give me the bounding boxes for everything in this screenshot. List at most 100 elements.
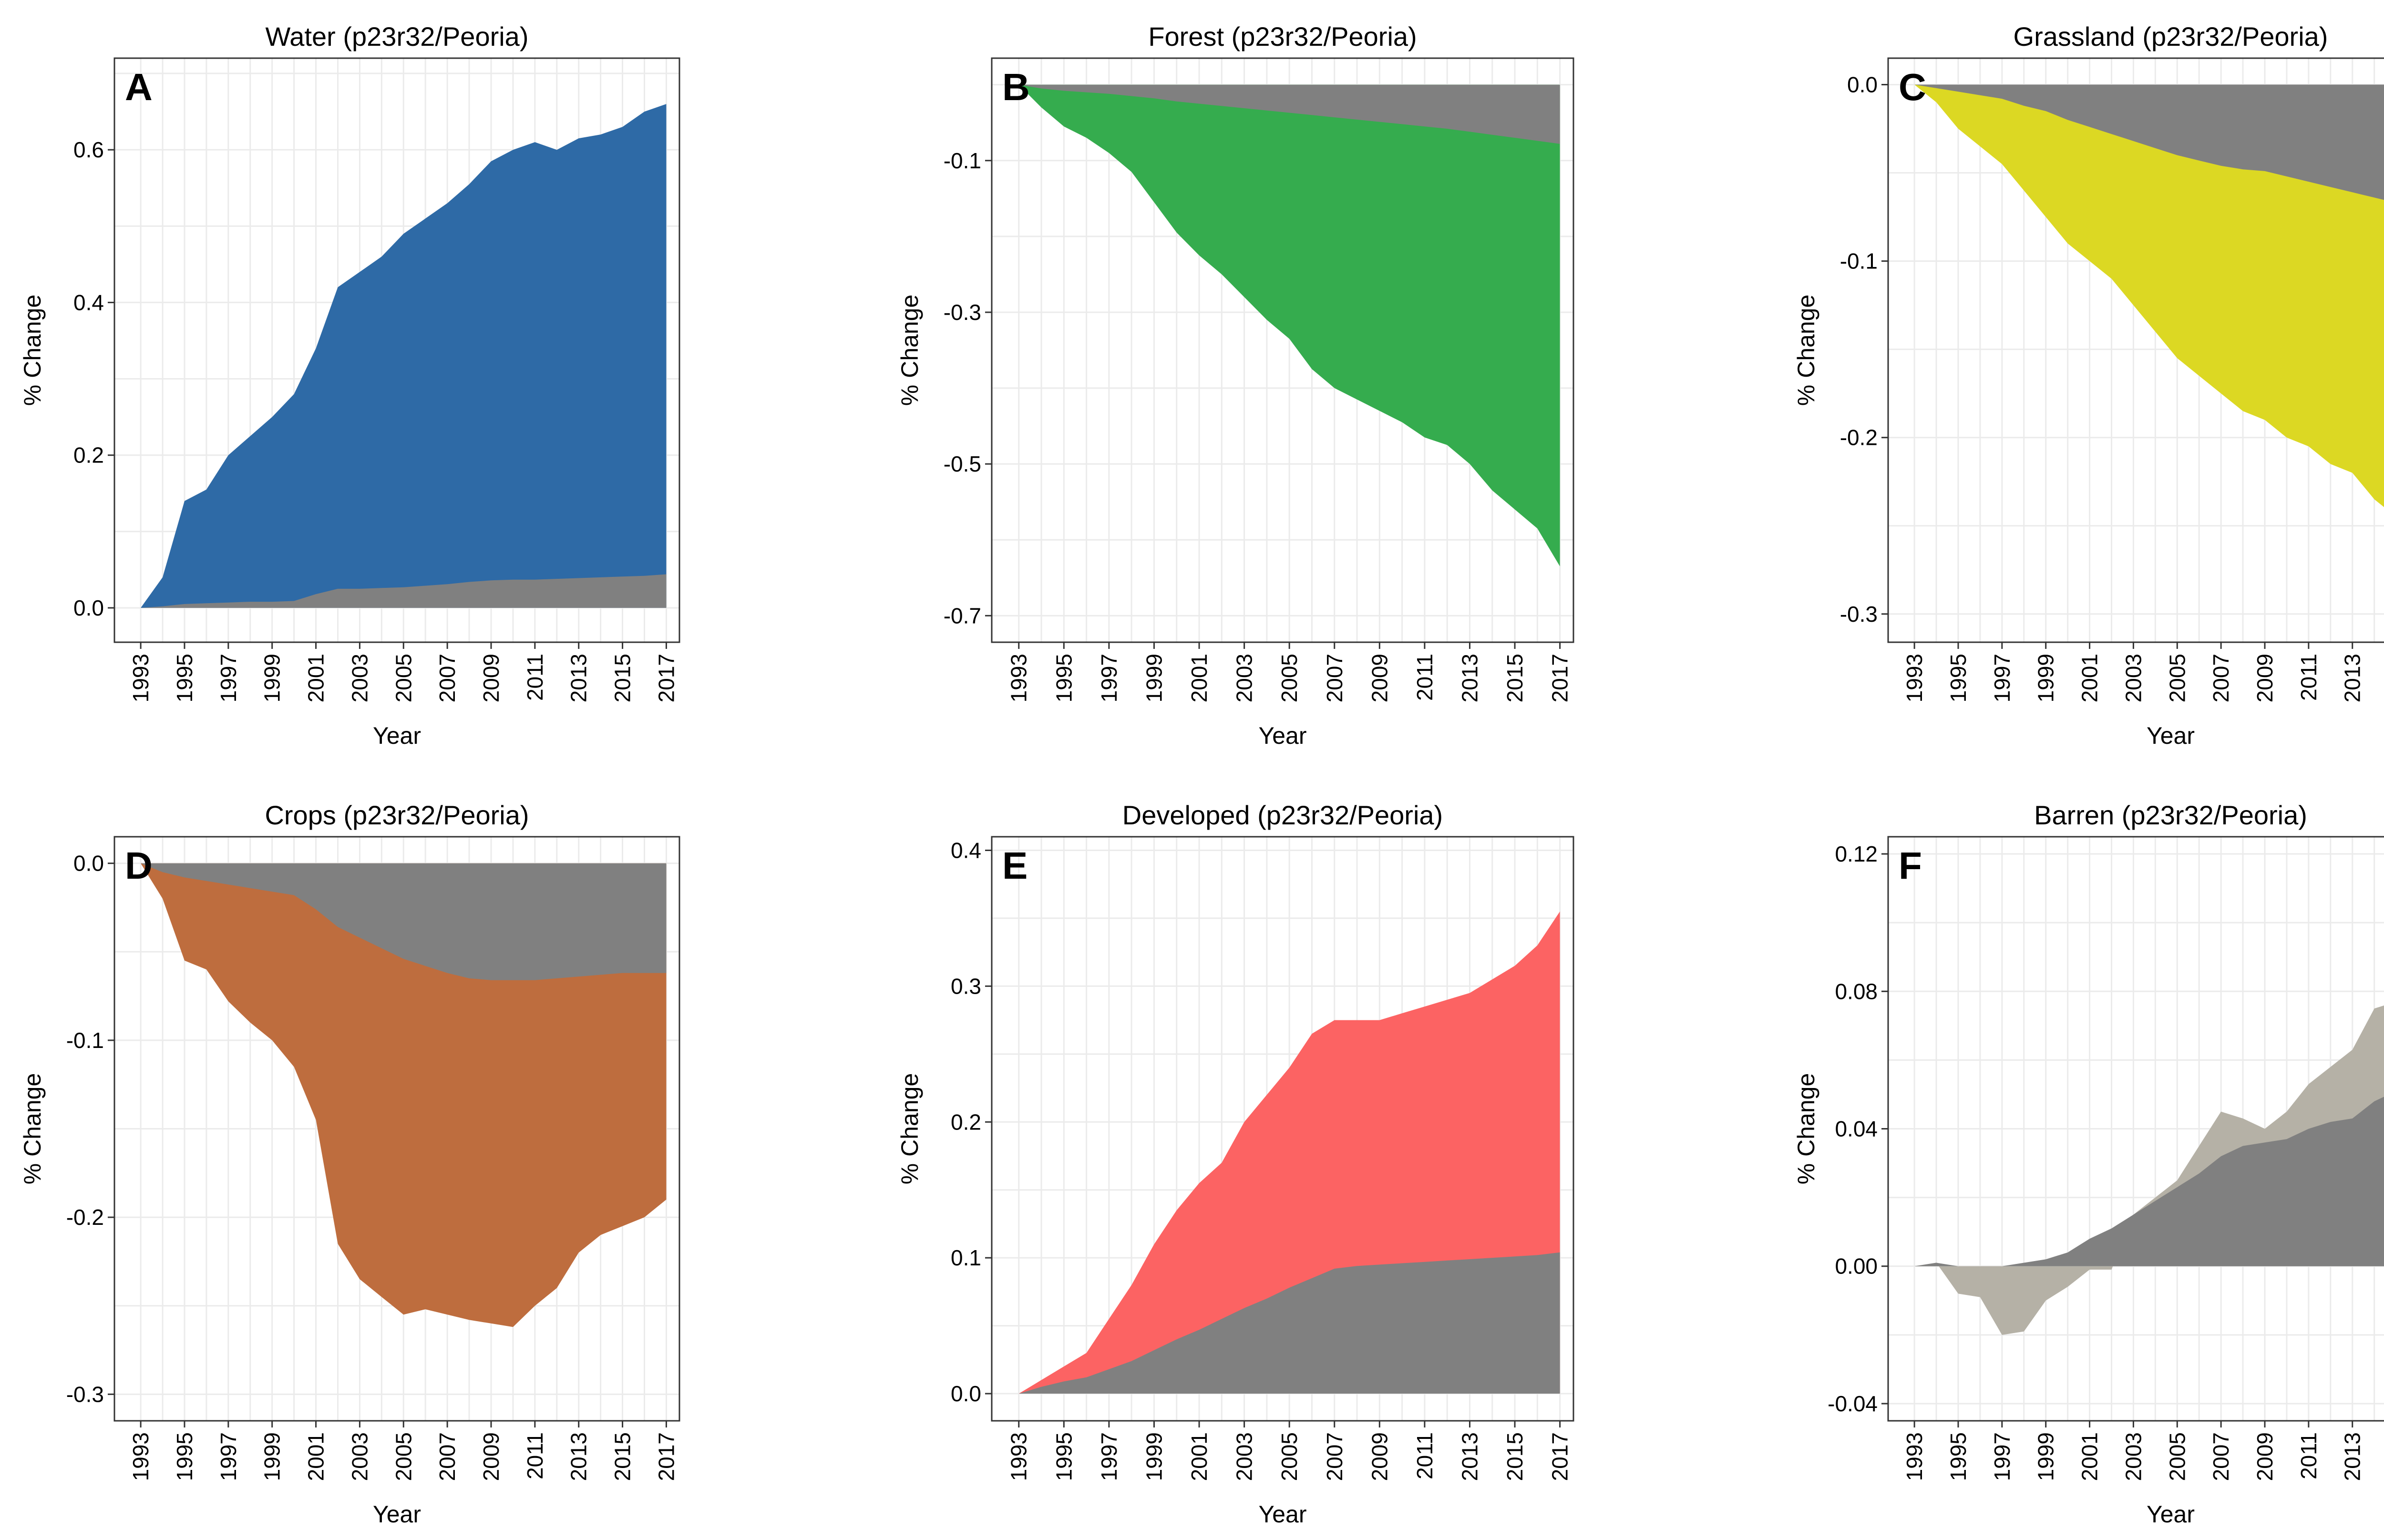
panel-e: 0.0 0.1 0.2 0.3 0.4 1993 1995 1997 1999 2001 2003 2… [896, 800, 1574, 1528]
panel-c-x-tick-label: 2009 [2252, 654, 2277, 702]
panel-a-y-tick-label: 0.2 [73, 443, 104, 468]
panel-d-x-tick-label: 2003 [347, 1432, 372, 1481]
panel-b-x-tick-label: 1999 [1142, 654, 1167, 702]
panel-e-y-axis-label: % Change [896, 1073, 923, 1185]
panel-c-area-total [1914, 84, 2384, 507]
panel-e-y-tick-label: 0.3 [951, 974, 981, 998]
panel-c-x-tick-label: 1995 [1946, 654, 1971, 702]
panel-d-title: Crops (p23r32/Peoria) [265, 800, 529, 830]
panel-d-y-tick-label: -0.3 [66, 1382, 104, 1407]
panel-f-y-tick-label: 0.00 [1835, 1254, 1878, 1279]
panel-c-x-axis-label: Year [2147, 722, 2195, 749]
panel-f-x-tick-label: 1999 [2034, 1432, 2058, 1481]
panel-e-frame [991, 836, 1574, 1422]
panel-e-x-tick-label: 1999 [1142, 1432, 1167, 1481]
panel-a-x-tick-label: 2005 [391, 654, 416, 702]
panel-a-y-tick-label: 0.4 [73, 290, 104, 315]
panel-f-x-tick-label: 2011 [2296, 1432, 2321, 1479]
panel-c-y-tick-label: -0.3 [1840, 602, 1878, 626]
panel-a-x-tick-label: 1997 [216, 654, 241, 702]
panel-c-y-tick-label: -0.2 [1840, 425, 1878, 450]
panel-b-area-baseline [1018, 84, 1560, 144]
panel-b-letter: B [1002, 66, 1030, 108]
panel-f-y-tick-label: 0.12 [1835, 842, 1878, 866]
panel-b-y-tick-label: -0.1 [944, 148, 981, 173]
panel-e-x-tick-label: 2015 [1502, 1432, 1527, 1481]
panel-d-x-tick-label: 2005 [391, 1432, 416, 1481]
panel-a-x-tick-label: 2015 [610, 654, 635, 702]
panel-f-x-tick-label: 2007 [2209, 1432, 2233, 1481]
panel-e-title: Developed (p23r32/Peoria) [1122, 800, 1443, 830]
panel-c-letter: C [1899, 66, 1926, 108]
panel-a-x-axis-label: Year [373, 722, 421, 749]
panel-a-x-tick-label: 2011 [523, 654, 547, 701]
panel-b-x-axis-label: Year [1258, 722, 1306, 749]
panel-c-x-tick-label: 2013 [2340, 654, 2365, 702]
panel-e-x-tick-label: 1997 [1097, 1432, 1121, 1481]
panel-f-x-tick-label: 2001 [2077, 1432, 2102, 1481]
panel-b-x-tick-label: 1993 [1007, 654, 1031, 702]
panel-a-x-tick-label: 2009 [479, 654, 504, 702]
panel-c-frame [1887, 57, 2384, 643]
panel-b-x-tick-label: 2011 [1412, 654, 1437, 701]
panel-b-x-tick-label: 1997 [1097, 654, 1121, 702]
panel-e-x-tick-label: 2003 [1232, 1432, 1257, 1481]
panel-a-frame [113, 57, 680, 643]
panel-c-y-tick-label: 0.0 [1847, 72, 1878, 97]
panel-b-x-tick-label: 1995 [1051, 654, 1076, 702]
panel-d-letter: D [125, 844, 153, 887]
panel-b-x-tick-label: 2009 [1367, 654, 1392, 702]
panel-e-x-tick-label: 2005 [1277, 1432, 1302, 1481]
panel-c-x-tick-label: 1999 [2034, 654, 2058, 702]
panel-c: 0.0 -0.1 -0.2 -0.3 1993 1995 1997 1999 2001 2003 2… [1793, 21, 2384, 749]
panel-b-area-total [1018, 84, 1560, 566]
panel-e-x-tick-label: 2007 [1322, 1432, 1347, 1481]
panel-d-x-tick-label: 2011 [523, 1432, 547, 1479]
panel-e-y-tick-label: 0.2 [951, 1109, 981, 1134]
panel-b-x-tick-label: 2003 [1232, 654, 1257, 702]
panel-e-letter: E [1002, 844, 1028, 887]
panel-b-x-tick-label: 2007 [1322, 654, 1347, 702]
panel-c-x-tick-label: 2011 [2296, 654, 2321, 701]
panel-a-x-tick-label: 2017 [654, 654, 678, 702]
panel-a-y-tick-label: 0.0 [73, 595, 104, 620]
panel-f-area-baseline [1914, 1097, 2384, 1266]
panel-f: -0.04 0.00 0.04 0.08 0.12 1993 1995 1997 1999 200… [1793, 800, 2384, 1528]
panel-a-x-tick-label: 2007 [435, 654, 460, 702]
panel-c-y-axis-label: % Change [1793, 295, 1819, 406]
panel-d-x-tick-label: 2009 [479, 1432, 504, 1481]
panel-a-area-total [141, 104, 667, 608]
panel-b: -0.1 -0.3 -0.5 -0.7 1993 1995 1997 1999 2001 2003… [896, 21, 1574, 749]
panel-d-y-tick-label: -0.1 [66, 1028, 104, 1053]
panel-d-y-tick-label: 0.0 [73, 851, 104, 876]
panel-b-x-tick-label: 2017 [1548, 654, 1572, 702]
panel-a-x-tick-label: 1999 [260, 654, 285, 702]
panel-b-y-tick-label: -0.7 [944, 603, 981, 628]
panel-d-x-tick-label: 1999 [260, 1432, 285, 1481]
panel-d-x-tick-label: 2015 [610, 1432, 635, 1481]
panel-c-x-tick-label: 2001 [2077, 654, 2102, 702]
panel-d-x-tick-label: 1995 [172, 1432, 197, 1481]
panel-c-area-baseline [1914, 84, 2384, 200]
panel-f-x-tick-label: 2003 [2121, 1432, 2146, 1481]
panel-d-x-tick-label: 2013 [566, 1432, 591, 1481]
panel-f-y-tick-label: -0.04 [1828, 1391, 1878, 1416]
panel-b-x-tick-label: 2015 [1502, 654, 1527, 702]
panel-c-x-tick-label: 2005 [2165, 654, 2189, 702]
panel-d-x-tick-label: 1997 [216, 1432, 241, 1481]
panel-f-y-tick-label: 0.08 [1835, 979, 1878, 1004]
panel-a: 0.0 0.2 0.4 0.6 1993 1995 1997 1999 2001 2003 2005… [19, 21, 680, 749]
panel-f-x-tick-label: 2005 [2165, 1432, 2189, 1481]
panel-e-area-baseline [1018, 1252, 1560, 1394]
panel-b-x-tick-label: 2005 [1277, 654, 1302, 702]
panel-c-x-tick-label: 2007 [2209, 654, 2233, 702]
panel-b-y-tick-label: -0.5 [944, 452, 981, 476]
panel-e-y-tick-label: 0.4 [951, 838, 981, 862]
panel-a-title: Water (p23r32/Peoria) [266, 21, 529, 51]
panel-c-title: Grassland (p23r32/Peoria) [2014, 21, 2328, 51]
panel-e-x-tick-label: 2011 [1412, 1432, 1437, 1479]
panel-e-y-tick-label: 0.0 [951, 1381, 981, 1406]
panel-f-x-tick-label: 2013 [2340, 1432, 2365, 1481]
panel-a-x-tick-label: 2001 [304, 654, 329, 702]
